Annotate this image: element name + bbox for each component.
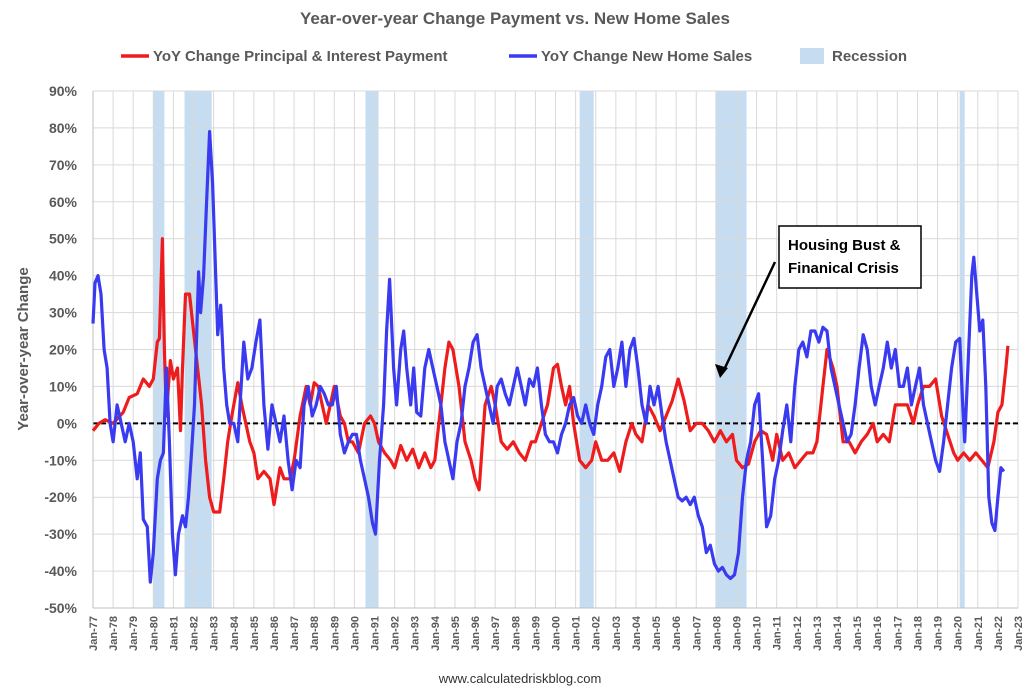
annotation-line-1: Housing Bust &: [788, 237, 901, 254]
series-line-home-sales: [91, 130, 1006, 584]
x-tick-label: Jan-07: [691, 616, 703, 651]
y-tick-label: 60%: [49, 194, 78, 210]
series-lines: [91, 130, 1010, 584]
x-tick-label: Jan-97: [490, 616, 502, 651]
y-tick-label: 50%: [49, 231, 78, 247]
x-tick-label: Jan-01: [571, 616, 583, 651]
y-tick-label: 40%: [49, 268, 78, 284]
x-tick-label: Jan-15: [852, 616, 864, 651]
y-tick-label: -20%: [44, 489, 77, 505]
x-tick-label: Jan-20: [953, 616, 965, 651]
x-tick-label: Jan-94: [430, 615, 442, 651]
legend-swatch: [800, 48, 824, 64]
x-tick-label: Jan-13: [812, 616, 824, 651]
x-tick-label: Jan-09: [731, 616, 743, 651]
annotation-arrow-shaft: [721, 261, 777, 373]
y-tick-label: 10%: [49, 378, 78, 394]
x-tick-label: Jan-82: [189, 616, 201, 651]
y-tick-label: 30%: [49, 305, 78, 321]
x-tick-label: Jan-06: [671, 616, 683, 651]
x-tick-label: Jan-83: [209, 616, 221, 651]
x-tick-label: Jan-91: [370, 616, 382, 651]
x-tick-label: Jan-04: [631, 615, 643, 651]
x-tick-label: Jan-84: [229, 615, 241, 651]
x-tick-label: Jan-79: [128, 616, 140, 651]
x-tick-label: Jan-93: [410, 616, 422, 651]
x-tick-label: Jan-99: [530, 616, 542, 651]
x-tick-label: Jan-85: [249, 616, 261, 651]
annotation-line-2: Finanical Crisis: [788, 260, 899, 277]
x-tick-label: Jan-10: [752, 616, 764, 651]
x-tick-label: Jan-81: [168, 616, 180, 651]
y-tick-label: 90%: [49, 83, 78, 99]
x-tick-label: Jan-22: [993, 616, 1005, 651]
x-tick-label: Jan-08: [711, 616, 723, 651]
source-credit: www.calculatedriskblog.com: [438, 671, 602, 686]
x-tick-label: Jan-11: [772, 616, 784, 650]
x-tick-label: Jan-86: [269, 616, 281, 651]
y-axis-label: Year-over-year Change: [15, 267, 32, 430]
x-tick-label: Jan-14: [832, 615, 844, 651]
x-tick-label: Jan-96: [470, 616, 482, 651]
y-tick-label: 70%: [49, 157, 78, 173]
x-tick-label: Jan-90: [349, 616, 361, 651]
x-tick-label: Jan-92: [390, 616, 402, 651]
x-tick-label: Jan-12: [792, 616, 804, 651]
x-tick-label: Jan-03: [611, 616, 623, 651]
x-tick-label: Jan-02: [591, 616, 603, 651]
y-tick-label: 20%: [49, 342, 78, 358]
annotation-arrow-head: [715, 364, 728, 378]
x-tick-label: Jan-95: [450, 616, 462, 651]
x-axis-ticks: Jan-77 Jan-78 Jan-79 Jan-80 Jan-81 Jan-82 Jan-…: [88, 615, 1025, 651]
y-axis-ticks: 90% 80% 70% 60% 50% 40% 30% 20% 10% 0% -10% -20% -30…: [44, 83, 77, 616]
y-tick-label: -50%: [44, 600, 77, 616]
x-tick-label: Jan-05: [651, 616, 663, 651]
x-tick-label: Jan-19: [933, 616, 945, 651]
annotation-box: [778, 225, 922, 289]
x-tick-label: Jan-17: [892, 616, 904, 651]
legend: YoY Change Principal & Interest Payment Y…: [121, 48, 907, 65]
y-tick-label: -10%: [44, 452, 77, 468]
legend-label: Recession: [832, 48, 907, 65]
x-tick-label: Jan-21: [973, 616, 985, 651]
annotation-callout: Housing Bust & Finanical Crisis: [715, 225, 922, 378]
x-tick-label: Jan-18: [912, 616, 924, 651]
x-tick-label: Jan-80: [148, 616, 160, 651]
y-tick-label: -40%: [44, 563, 77, 579]
x-tick-label: Jan-16: [872, 616, 884, 651]
x-tick-label: Jan-87: [289, 616, 301, 651]
y-tick-label: -30%: [44, 526, 77, 542]
x-tick-label: Jan-98: [510, 616, 522, 651]
x-tick-label: Jan-88: [309, 616, 321, 651]
gridlines: [92, 90, 1019, 609]
legend-label: YoY Change New Home Sales: [541, 48, 752, 65]
x-tick-label: Jan-77: [88, 616, 100, 651]
legend-label: YoY Change Principal & Interest Payment: [153, 48, 448, 65]
chart-title: Year-over-year Change Payment vs. New Ho…: [300, 9, 730, 28]
x-tick-label: Jan-89: [329, 616, 341, 651]
x-tick-label: Jan-78: [108, 616, 120, 651]
x-tick-label: Jan-00: [551, 616, 563, 651]
x-tick-label: Jan-23: [1013, 616, 1025, 651]
y-tick-label: 0%: [57, 415, 78, 431]
y-tick-label: 80%: [49, 120, 78, 136]
